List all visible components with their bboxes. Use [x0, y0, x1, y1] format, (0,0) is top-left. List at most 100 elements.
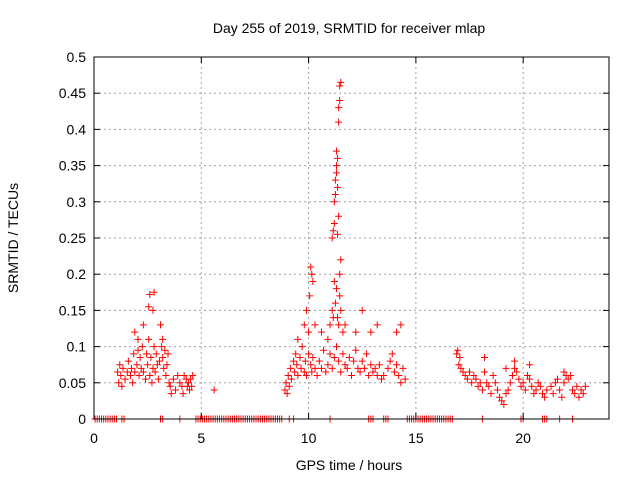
data-point	[139, 321, 147, 329]
data-point	[401, 375, 409, 383]
data-point	[285, 382, 293, 390]
data-point	[157, 321, 165, 329]
data-point	[390, 368, 398, 376]
y-tick-label: 0.45	[59, 85, 86, 101]
y-tick-label: 0.15	[59, 302, 86, 318]
data-point	[399, 364, 407, 372]
data-point	[164, 350, 172, 358]
data-point	[393, 328, 401, 336]
data-point	[187, 375, 195, 383]
data-point	[393, 361, 401, 369]
data-point	[345, 353, 353, 361]
data-point	[328, 306, 336, 314]
data-point	[564, 375, 572, 383]
data-point	[506, 379, 514, 387]
data-point	[526, 361, 534, 369]
data-point	[162, 372, 170, 380]
data-point	[153, 361, 161, 369]
data-point	[395, 372, 403, 380]
data-point	[330, 277, 338, 285]
data-point	[373, 321, 381, 329]
data-point	[309, 277, 317, 285]
data-point	[324, 335, 332, 343]
data-point	[336, 82, 344, 90]
data-point	[313, 372, 321, 380]
data-point	[456, 353, 464, 361]
data-point	[335, 118, 343, 126]
data-point	[282, 379, 290, 387]
data-point	[498, 397, 506, 405]
data-point	[491, 379, 499, 387]
data-point	[386, 357, 394, 365]
data-point	[343, 364, 351, 372]
data-point	[337, 368, 345, 376]
y-tick-label: 0.4	[67, 121, 87, 137]
data-point	[139, 368, 147, 376]
data-point	[481, 368, 489, 376]
data-point	[459, 368, 467, 376]
data-point	[131, 368, 139, 376]
data-point	[142, 375, 149, 383]
data-point	[554, 375, 561, 383]
data-point	[145, 303, 153, 311]
data-point	[339, 350, 347, 358]
data-point	[332, 285, 340, 293]
data-point	[543, 386, 551, 394]
data-point	[373, 372, 381, 380]
data-point	[301, 357, 309, 365]
data-point	[331, 299, 339, 307]
y-tick-label: 0.2	[67, 266, 87, 282]
data-point	[579, 390, 587, 398]
data-point	[335, 212, 343, 220]
data-point	[532, 386, 540, 394]
data-point	[556, 386, 564, 394]
data-point	[154, 375, 162, 383]
data-point	[481, 353, 489, 361]
data-point	[328, 234, 336, 242]
data-point	[496, 393, 504, 401]
data-point	[478, 386, 486, 394]
data-point	[581, 382, 589, 390]
data-point	[169, 375, 177, 383]
data-point	[337, 78, 345, 86]
data-point	[335, 357, 343, 365]
data-point	[188, 382, 196, 390]
data-point	[167, 390, 175, 398]
data-point	[294, 372, 302, 380]
data-point	[134, 346, 142, 354]
data-point	[292, 350, 300, 358]
data-point	[336, 270, 344, 278]
data-point	[329, 227, 337, 235]
data-point	[160, 364, 168, 372]
data-point	[339, 328, 347, 336]
chart-title: Day 255 of 2019, SRMTID for receiver mla…	[213, 20, 486, 36]
data-point	[502, 364, 510, 372]
data-point	[300, 368, 308, 376]
data-point	[337, 256, 345, 264]
data-point	[138, 343, 146, 351]
data-point	[470, 372, 478, 380]
data-point	[573, 382, 581, 390]
data-point	[322, 368, 330, 376]
data-point	[130, 350, 138, 358]
data-point	[526, 375, 534, 383]
data-point	[158, 343, 166, 351]
data-point	[331, 191, 339, 199]
data-point	[331, 176, 339, 184]
data-point	[117, 372, 125, 380]
data-point	[137, 364, 145, 372]
data-point	[388, 350, 396, 358]
data-point	[375, 361, 383, 369]
data-point	[511, 364, 519, 372]
data-point	[571, 390, 579, 398]
y-tick-label: 0.3	[67, 194, 87, 210]
data-point	[502, 390, 510, 398]
data-point	[311, 321, 319, 329]
data-point	[305, 350, 313, 358]
data-point	[330, 198, 338, 206]
data-point	[549, 390, 557, 398]
data-point	[352, 328, 360, 336]
data-point	[126, 372, 134, 380]
data-point	[148, 379, 156, 387]
